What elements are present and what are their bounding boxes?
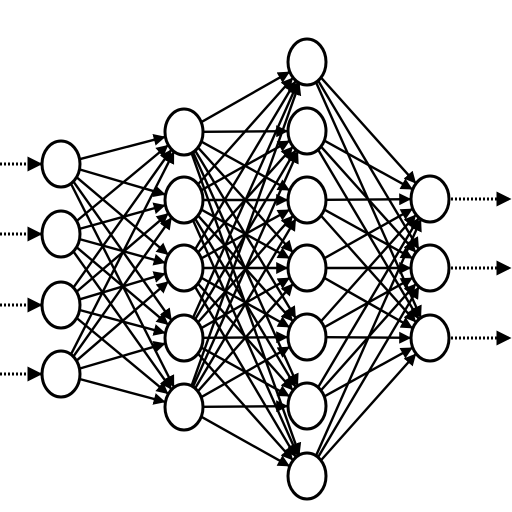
hidden1-node-2 xyxy=(163,175,205,225)
connection-l2-n5-to-l3-n1 xyxy=(190,82,302,387)
hidden1-node-1 xyxy=(163,107,205,157)
input-node-3 xyxy=(40,280,82,330)
hidden2-node-6 xyxy=(286,381,328,431)
hidden2-node-7 xyxy=(286,451,328,501)
hidden2-node-1 xyxy=(286,37,328,87)
connection-l1-n2-to-l2-n3 xyxy=(79,237,166,266)
io-arrows-group xyxy=(0,156,512,382)
nodes-group xyxy=(40,37,451,501)
connection-l1-n1-to-l2-n1 xyxy=(79,133,166,161)
connection-l2-n1-to-l3-n1 xyxy=(200,71,290,124)
input-node-4 xyxy=(40,349,82,399)
connection-l2-n5-to-l3-n4 xyxy=(196,283,294,393)
hidden1-node-5 xyxy=(163,382,205,432)
hidden2-node-3 xyxy=(286,175,328,225)
connection-l3-n6-to-l4-n1 xyxy=(317,217,420,388)
connection-l2-n4-to-l3-n1 xyxy=(191,82,299,319)
connection-l1-n4-to-l2-n5 xyxy=(79,377,166,405)
input-node-2 xyxy=(40,209,82,259)
connection-l3-n3-to-l4-n1 xyxy=(325,193,412,206)
hidden2-node-4 xyxy=(286,243,328,293)
output-node-3 xyxy=(409,313,451,363)
hidden2-node-5 xyxy=(286,312,328,362)
connection-l1-n2-to-l2-n1 xyxy=(75,144,169,222)
hidden2-node-2 xyxy=(286,106,328,156)
connection-l1-n4-to-l2-n2 xyxy=(72,217,173,358)
connection-l3-n4-to-l4-n1 xyxy=(323,208,413,260)
connection-l3-n7-to-l4-n3 xyxy=(320,353,417,462)
connection-l2-n5-to-l3-n2 xyxy=(191,151,299,388)
connection-l1-n4-to-l2-n3 xyxy=(75,281,169,362)
connection-l3-n2-to-l4-n1 xyxy=(323,139,413,191)
connection-l2-n5-to-l3-n5 xyxy=(200,346,290,399)
connection-l3-n7-to-l4-n1 xyxy=(314,219,422,457)
hidden1-node-4 xyxy=(163,313,205,363)
connection-l2-n3-to-l3-n1 xyxy=(194,80,297,250)
connection-l2-n5-to-l3-n6 xyxy=(202,400,289,413)
output-node-2 xyxy=(409,243,451,293)
hidden1-node-3 xyxy=(163,243,205,293)
output-node-1 xyxy=(409,174,451,224)
connection-l2-n2-to-l3-n1 xyxy=(197,77,294,186)
connection-l3-n5-to-l4-n1 xyxy=(320,214,417,323)
connection-l1-n4-to-l2-n4 xyxy=(79,340,166,370)
connection-l2-n5-to-l3-n7 xyxy=(200,415,290,467)
connection-l1-n1-to-l2-n3 xyxy=(75,176,169,256)
connection-l3-n1-to-l4-n1 xyxy=(320,76,417,184)
connection-l1-n3-to-l2-n1 xyxy=(72,149,173,289)
connection-l1-n4-to-l2-n1 xyxy=(69,151,175,355)
connection-l2-n5-to-l3-n3 xyxy=(194,218,297,389)
input-node-1 xyxy=(40,139,82,189)
connection-l3-n7-to-l4-n2 xyxy=(317,286,420,458)
connections-group xyxy=(69,71,422,467)
